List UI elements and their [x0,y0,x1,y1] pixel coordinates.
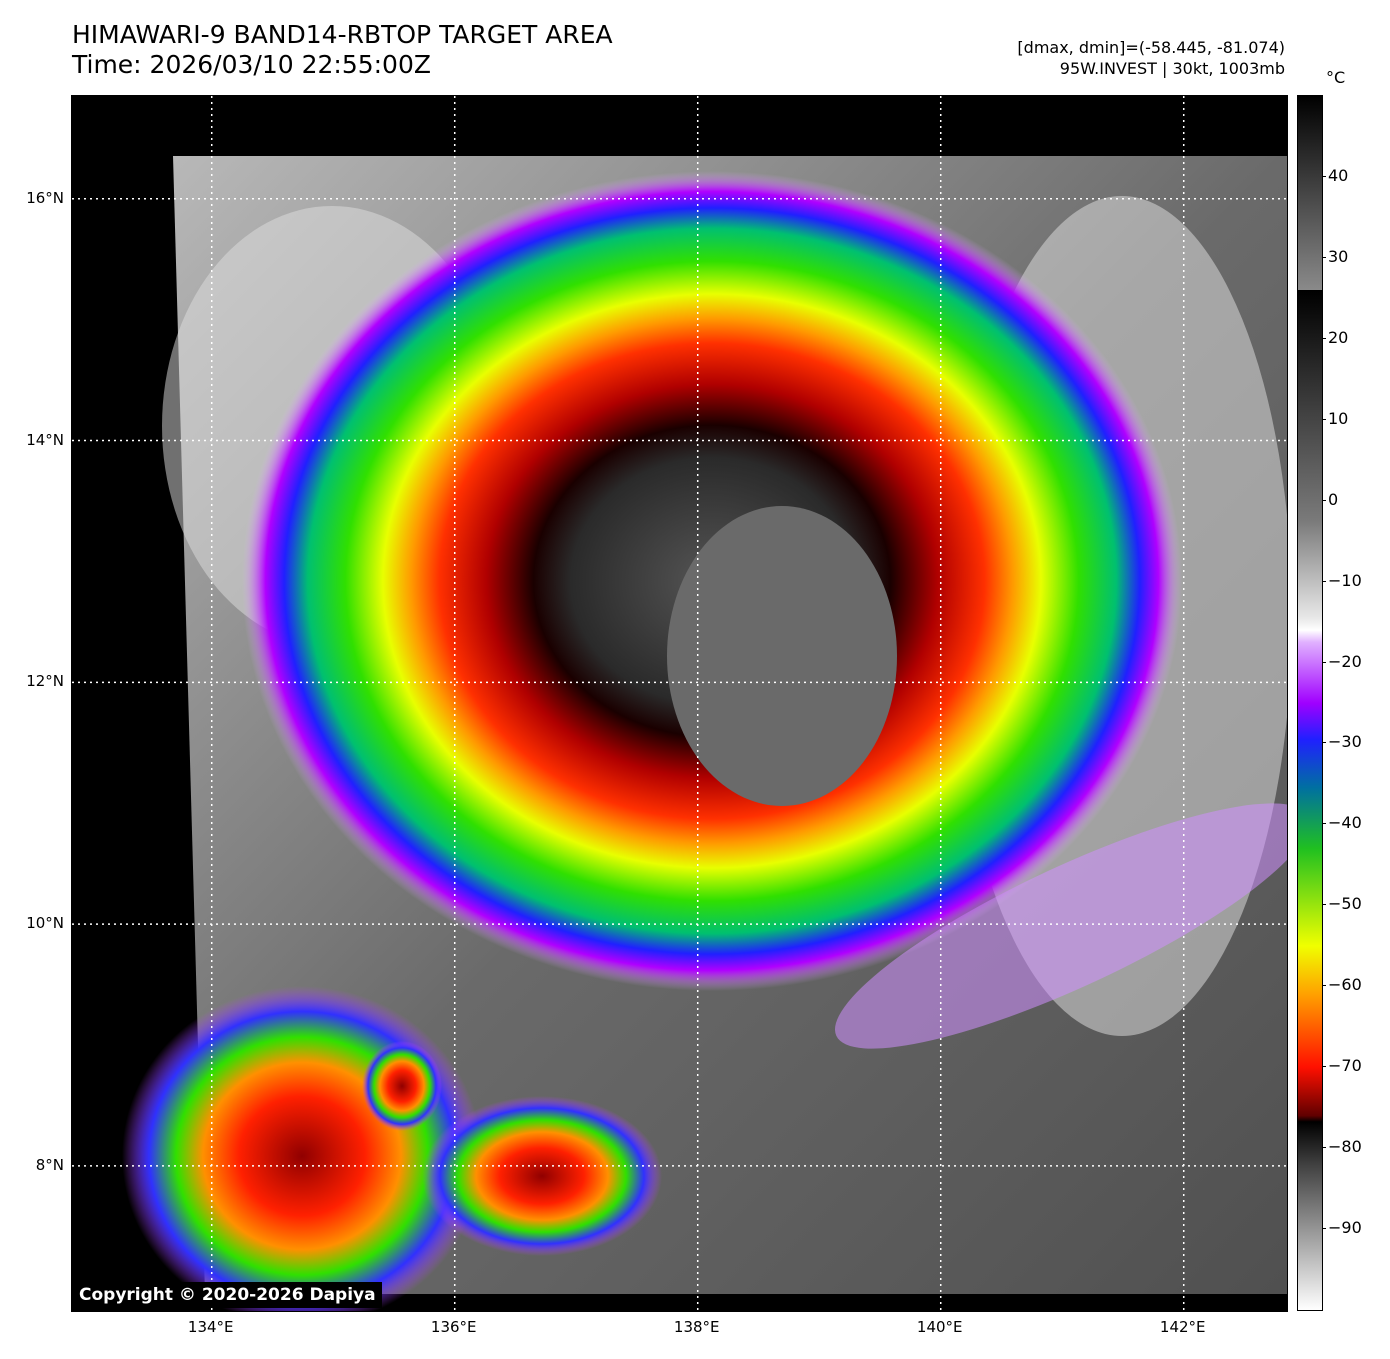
colorbar-tick-mark [1322,823,1326,825]
longitude-label: 136°E [430,1318,477,1336]
storm-info: [dmax, dmin]=(-58.445, -81.074) 95W.INVE… [1017,37,1285,79]
satellite-imagery [72,96,1287,1311]
range-text: [dmax, dmin]=(-58.445, -81.074) [1017,38,1285,57]
colorbar-tick-mark [1322,580,1326,582]
time-line: Time: 2026/03/10 22:55:00Z [72,50,431,79]
colorbar-tick-label: −10 [1328,570,1362,590]
lat-lon-grid [72,96,1287,1311]
colorbar-tick-label: −50 [1328,894,1362,914]
latitude-label: 10°N [26,914,64,933]
small-convection [362,1041,442,1131]
colorbar-tick-mark [1322,499,1326,501]
colorbar-tick-mark [1322,661,1326,663]
latitude-label: 16°N [26,188,64,207]
southwest-convection [122,986,482,1311]
colorbar-tick-mark [1322,985,1326,987]
longitude-label: 140°E [916,1318,963,1336]
colorbar-tick-label: 40 [1328,165,1349,185]
purple-rainband [834,803,1287,1049]
satellite-map[interactable]: Copyright © 2020-2026 Dapiya [71,95,1288,1312]
colorbar-tick-mark [1322,337,1326,339]
longitude-label: 142°E [1159,1318,1206,1336]
colorbar-tick-mark [1322,1066,1326,1068]
chart-title: HIMAWARI-9 BAND14-RBTOP TARGET AREA Time… [72,20,613,80]
colorbar-tick-label: 20 [1328,327,1349,347]
latitude-label: 14°N [26,430,64,449]
colorbar-tick-mark [1322,904,1326,906]
colorbar-tick-mark [1322,1228,1326,1230]
colorbar-tick-label: −20 [1328,651,1362,671]
warm-core-region [667,506,897,806]
copyright-label: Copyright © 2020-2026 Dapiya [73,1282,382,1308]
colorbar-tick-label: −30 [1328,732,1362,752]
colorbar-unit: °C [1326,68,1346,87]
latitude-label: 12°N [26,672,64,691]
colorbar-tick-label: −80 [1328,1137,1362,1157]
longitude-label: 134°E [187,1318,234,1336]
colorbar-tick-label: 0 [1328,489,1339,509]
colorbar-tick-label: 10 [1328,408,1349,428]
longitude-label: 138°E [673,1318,720,1336]
colorbar-tick-mark [1322,256,1326,258]
colorbar-tick-mark [1322,1147,1326,1149]
colorbar-tick-label: −60 [1328,975,1362,995]
colorbar-tick-mark [1322,742,1326,744]
colorbar-tick-label: −40 [1328,813,1362,833]
storm-text: 95W.INVEST | 30kt, 1003mb [1059,59,1285,78]
south-convection [422,1096,662,1256]
colorbar-tick-label: 30 [1328,246,1349,266]
colorbar-tick-label: −70 [1328,1056,1362,1076]
latitude-label: 8°N [35,1155,64,1174]
colorbar-tick-mark [1322,175,1326,177]
colorbar [1297,95,1323,1311]
colorbar-tick-mark [1322,418,1326,420]
colorbar-tick-label: −90 [1328,1218,1362,1238]
title-line: HIMAWARI-9 BAND14-RBTOP TARGET AREA [72,20,613,49]
